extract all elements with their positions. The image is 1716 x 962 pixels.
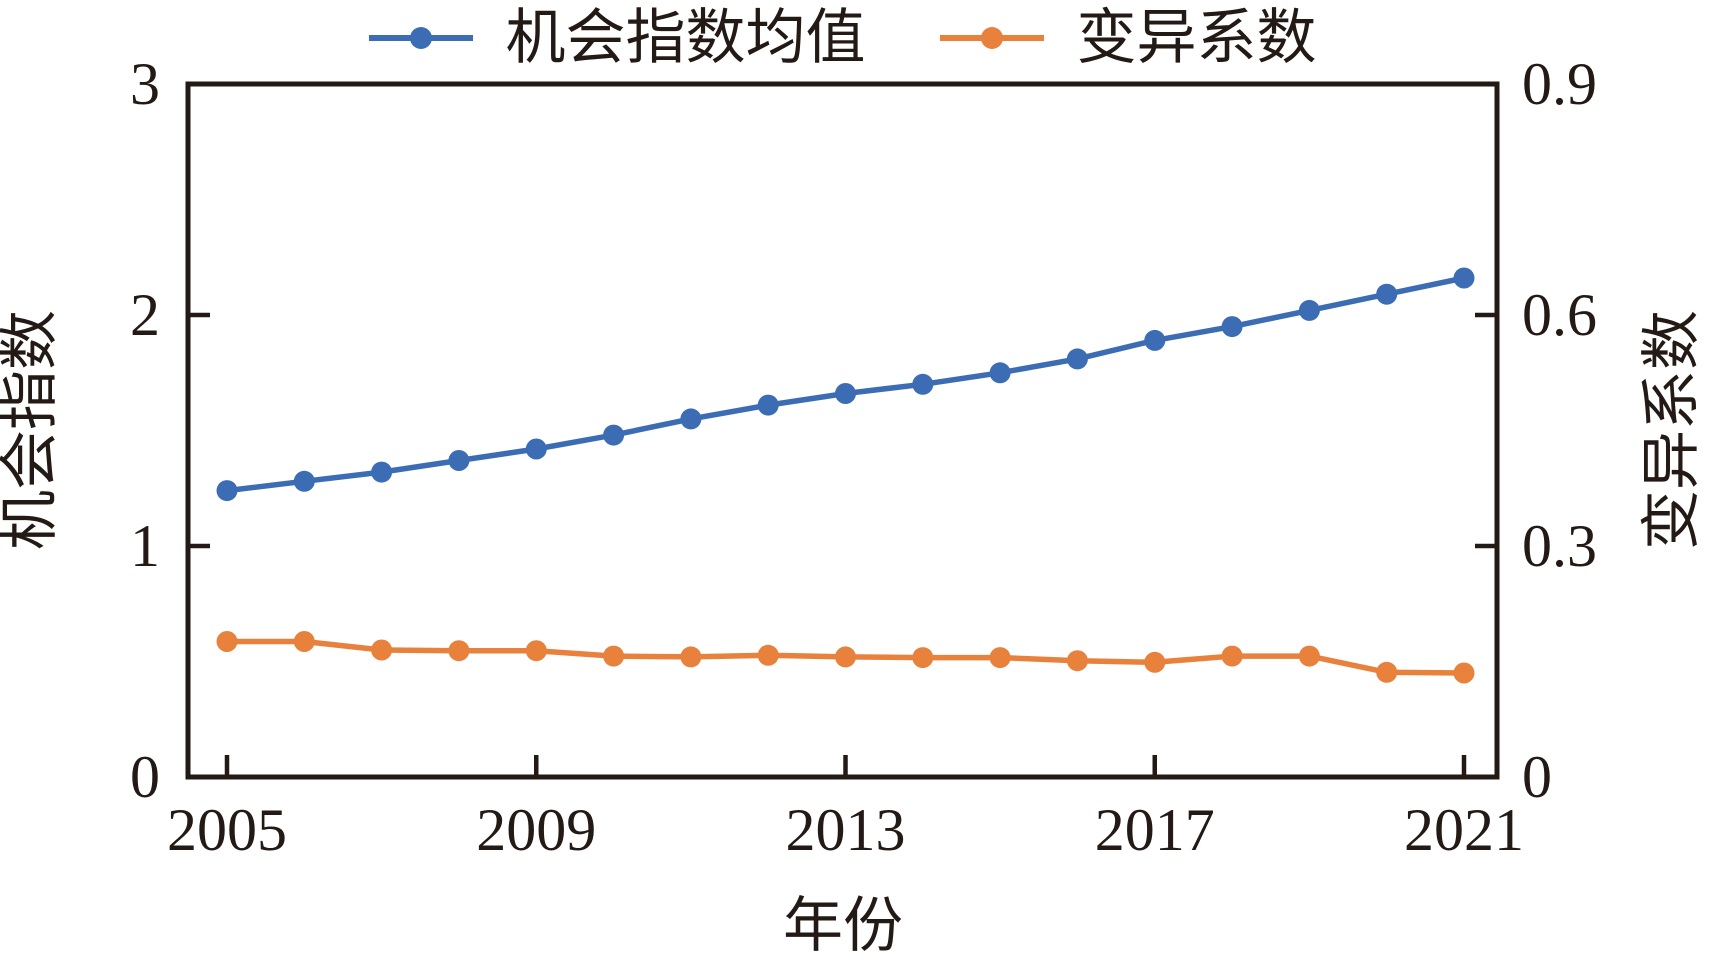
x-tick-label: 2005 <box>167 797 287 863</box>
y-tick-label-left: 3 <box>130 51 160 117</box>
data-point-marker <box>757 644 779 666</box>
y-tick-label-left: 2 <box>130 282 160 348</box>
data-point-marker <box>835 383 856 404</box>
legend-line-marker-blue-icon <box>368 27 473 49</box>
data-point-marker <box>680 646 702 668</box>
data-point-marker <box>293 631 315 652</box>
data-point-marker <box>603 645 625 667</box>
y-tick-label-right: 0 <box>1522 744 1552 810</box>
y-tick-label-right: 0.6 <box>1522 282 1597 348</box>
legend-marker-blue <box>409 27 432 49</box>
data-point-marker <box>1066 348 1088 370</box>
data-point-marker <box>1298 645 1320 667</box>
x-tick-label: 2017 <box>1094 797 1215 863</box>
data-point-marker <box>1298 299 1320 321</box>
data-point-marker <box>448 640 470 662</box>
data-point-marker <box>912 373 934 395</box>
data-point-marker <box>989 362 1011 384</box>
data-point-marker <box>1144 651 1166 673</box>
data-point-marker <box>912 647 934 669</box>
data-point-marker <box>448 450 470 471</box>
data-point-marker <box>1453 662 1475 684</box>
plot-frame <box>185 81 1500 780</box>
data-point-marker <box>1221 316 1243 338</box>
data-point-marker <box>216 631 238 652</box>
legend-marker-orange <box>980 27 1003 49</box>
legend-label-coefficient-of-variation: 变异系数 <box>1076 5 1317 71</box>
data-point-marker <box>216 480 238 502</box>
data-point-marker <box>989 647 1011 669</box>
legend-line-marker-orange-icon <box>939 27 1044 49</box>
y-tick-label-left: 1 <box>130 513 160 579</box>
x-tick-label: 2009 <box>476 797 597 863</box>
data-point-marker <box>293 470 315 492</box>
data-point-marker <box>1144 329 1166 351</box>
data-point-marker <box>525 640 547 662</box>
legend-label-opportunity-index-mean: 机会指数均值 <box>505 5 866 71</box>
data-point-marker <box>1066 650 1088 672</box>
legend-item-coefficient-of-variation: 变异系数 <box>939 3 1317 73</box>
legend: 机会指数均值 变异系数 <box>188 0 1497 76</box>
data-point-marker <box>371 461 393 483</box>
x-tick-label: 2013 <box>785 797 906 863</box>
x-axis-label: 年份 <box>783 893 903 959</box>
data-point-marker <box>757 394 779 416</box>
data-point-marker <box>1221 645 1243 667</box>
y-tick-label-left: 0 <box>130 744 160 810</box>
y-tick-label-right: 0.9 <box>1522 51 1597 117</box>
data-point-marker <box>1453 267 1475 289</box>
data-point-marker <box>680 408 702 430</box>
data-point-marker <box>1376 283 1398 305</box>
x-tick-label: 2021 <box>1404 797 1524 863</box>
data-point-marker <box>603 424 625 446</box>
data-point-marker <box>835 646 856 668</box>
data-point-marker <box>1376 661 1398 683</box>
y-tick-label-right: 0.3 <box>1522 513 1597 579</box>
data-point-marker <box>371 639 393 661</box>
legend-item-opportunity-index-mean: 机会指数均值 <box>368 3 866 73</box>
data-point-marker <box>525 438 547 460</box>
